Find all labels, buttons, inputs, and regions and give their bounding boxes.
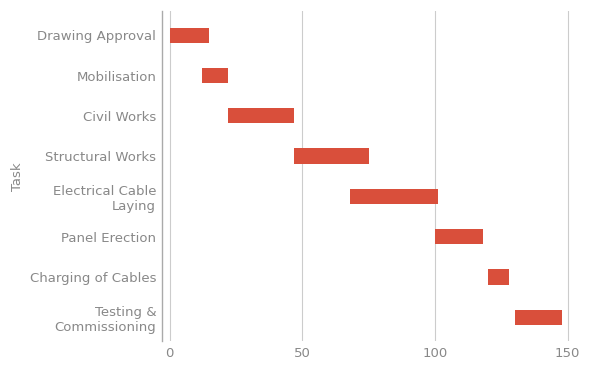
Bar	[435, 229, 483, 244]
Bar	[228, 108, 295, 124]
Bar	[515, 309, 562, 325]
Bar	[350, 189, 437, 204]
Bar	[295, 148, 368, 164]
Y-axis label: Task: Task	[11, 162, 24, 191]
Bar	[488, 269, 509, 285]
Bar	[202, 68, 228, 83]
Bar	[170, 27, 209, 43]
